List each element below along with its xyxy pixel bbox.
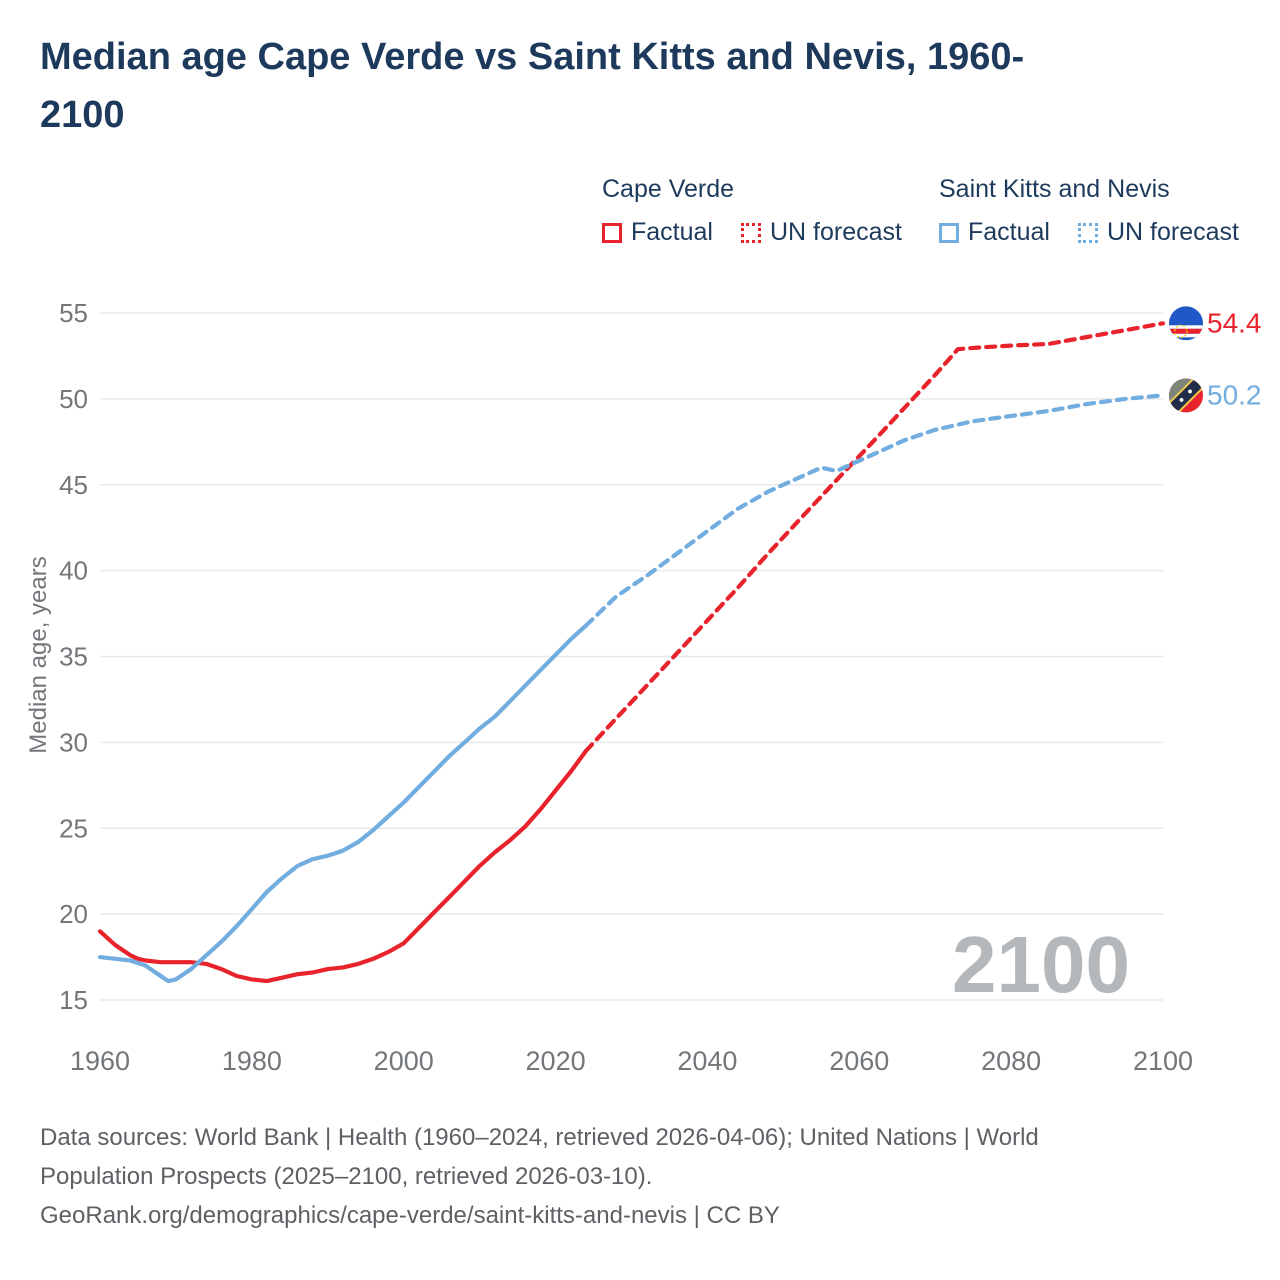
x-tick-label-1980: 1980 — [222, 1046, 282, 1076]
legend-group-cape-verde: Cape Verde Factual UN forecast — [602, 174, 930, 247]
x-tick-label-2020: 2020 — [526, 1046, 586, 1076]
legend-item-saint-kitts-factual: Factual — [939, 218, 1050, 247]
flag-star-ring — [1174, 324, 1188, 339]
y-tick-label-25: 25 — [59, 813, 88, 843]
y-tick-label-55: 55 — [59, 298, 88, 328]
legend-header-saint-kitts-and-nevis: Saint Kitts and Nevis — [939, 175, 1170, 203]
chart-title-line2: 2100 — [40, 94, 125, 136]
chart-title-line1: Median age Cape Verde vs Saint Kitts and… — [40, 36, 1025, 78]
series-path-cape-verde-factual — [97, 748, 588, 984]
series-path-cape-verde-forecast — [583, 321, 1166, 754]
legend-swatch-solid-blue — [939, 222, 959, 243]
x-tick-label-2060: 2060 — [829, 1046, 889, 1076]
legend-item-label: UN forecast — [769, 218, 902, 246]
legend-swatch-dotted-blue — [1077, 222, 1098, 243]
legend-item-label: Factual — [968, 218, 1050, 246]
y-tick-label-45: 45 — [59, 470, 88, 500]
x-tick-label-1960: 1960 — [70, 1046, 130, 1076]
legend-item-saint-kitts-forecast: UN forecast — [1077, 218, 1239, 247]
y-tick-label-30: 30 — [59, 727, 88, 757]
footer-data-sources-line2: Population Prospects (2025–2100, retriev… — [40, 1163, 653, 1190]
legend-row: Factual UN forecast — [939, 218, 1267, 247]
y-tick-label-50: 50 — [59, 384, 88, 414]
flag-stripe-red — [1169, 328, 1203, 334]
flag-star — [1188, 389, 1192, 394]
y-tick-label-15: 15 — [59, 985, 88, 1015]
flag-stripe-white — [1169, 325, 1203, 329]
legend-item-cape-verde-factual: Factual — [602, 218, 713, 247]
flag-band — [1169, 378, 1203, 413]
legend-header-cape-verde: Cape Verde — [602, 175, 735, 203]
legend-group-saint-kitts-and-nevis: Saint Kitts and Nevis Factual UN forecas… — [939, 174, 1267, 247]
end-value-label-saint-kitts-and-nevis: 50.2 — [1207, 379, 1262, 410]
legend: Cape Verde Factual UN forecast Saint Kit… — [0, 0, 1280, 260]
x-tick-label-2040: 2040 — [677, 1046, 737, 1076]
footer: Data sources: World Bank | Health (1960–… — [40, 1118, 1180, 1235]
chart-title: Median age Cape Verde vs Saint Kitts and… — [40, 28, 1190, 144]
legend-row: Factual UN forecast — [602, 218, 930, 247]
series-path-saint-kitts-and-nevis-factual — [97, 623, 588, 984]
end-value-label-cape-verde: 54.4 — [1207, 307, 1262, 338]
flag-icon-saint-kitts-and-nevis — [1169, 378, 1203, 413]
y-tick-label-20: 20 — [59, 899, 88, 929]
x-tick-label-2000: 2000 — [374, 1046, 434, 1076]
legend-item-label: Factual — [631, 218, 713, 246]
x-tick-label-2080: 2080 — [981, 1046, 1041, 1076]
legend-item-cape-verde-forecast: UN forecast — [740, 218, 902, 247]
footer-data-sources-line1: Data sources: World Bank | Health (1960–… — [40, 1124, 1039, 1151]
footer-attribution: GeoRank.org/demographics/cape-verde/sain… — [40, 1202, 780, 1229]
legend-swatch-solid-red — [602, 222, 622, 243]
watermark-2100: 2100 — [952, 920, 1130, 1009]
flag-icon-cape-verde — [1169, 306, 1203, 341]
y-tick-label-35: 35 — [59, 642, 88, 672]
legend-item-label: UN forecast — [1106, 218, 1239, 246]
legend-swatch-dotted-red — [740, 222, 761, 243]
y-tick-label-40: 40 — [59, 556, 88, 586]
x-tick-label-2100: 2100 — [1133, 1046, 1193, 1076]
series-path-saint-kitts-and-nevis-forecast — [583, 393, 1166, 628]
y-axis-title: Median age, years — [25, 556, 52, 753]
flag-star — [1179, 398, 1184, 402]
